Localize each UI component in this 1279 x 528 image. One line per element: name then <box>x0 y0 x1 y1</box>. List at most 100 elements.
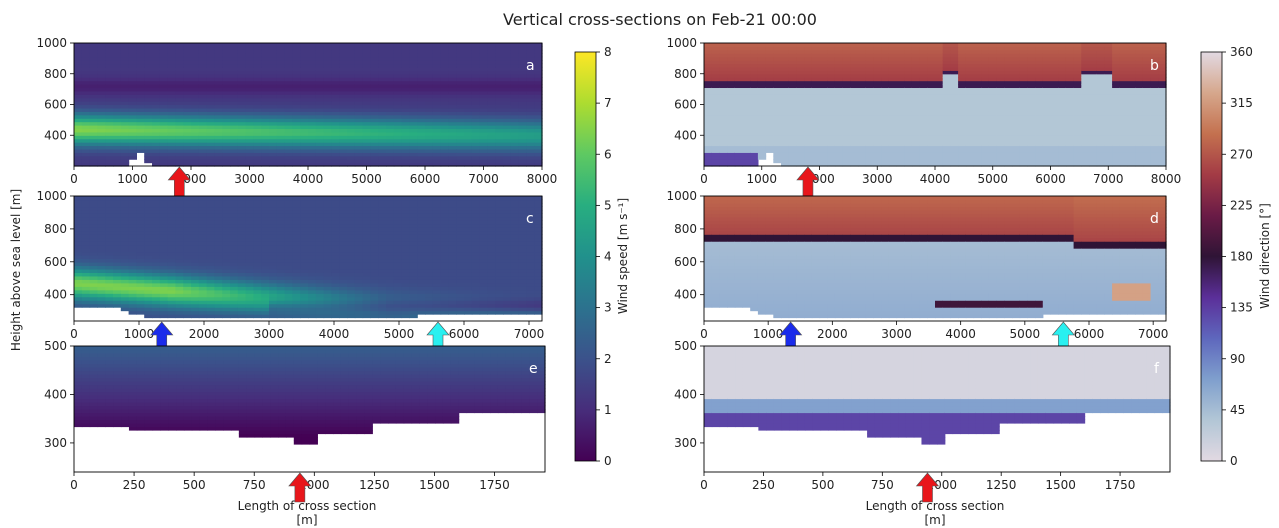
field-cell <box>378 128 387 133</box>
field-cell <box>996 145 1005 150</box>
field-cell <box>152 49 161 54</box>
field-cell <box>1073 152 1082 157</box>
field-cell <box>425 97 434 102</box>
field-cell <box>888 162 898 167</box>
field-cell <box>1150 73 1159 78</box>
field-cell <box>222 121 231 126</box>
field-cell <box>191 49 200 54</box>
field-cell <box>144 241 153 246</box>
field-cell <box>74 234 83 239</box>
field-cell <box>152 303 161 308</box>
field-cell <box>781 46 790 51</box>
field-cell <box>881 80 890 85</box>
field-cell <box>198 111 208 116</box>
field-cell <box>89 87 98 92</box>
field-cell <box>401 77 410 82</box>
field-cell <box>222 49 231 54</box>
field-cell <box>1081 104 1090 109</box>
field-cell <box>113 66 122 71</box>
field-cell <box>89 53 98 58</box>
field-cell <box>120 296 130 301</box>
field-cell <box>988 111 998 116</box>
field-cell <box>965 49 975 54</box>
field-cell <box>206 314 215 319</box>
field-cell <box>534 131 543 136</box>
field-cell <box>796 66 805 71</box>
field-cell <box>727 162 736 167</box>
field-cell <box>378 125 387 130</box>
field-cell <box>796 84 805 89</box>
field-cell <box>198 63 208 68</box>
field-cell <box>339 49 348 54</box>
field-cell <box>881 73 890 78</box>
field-cell <box>175 142 184 147</box>
field-cell <box>206 107 215 112</box>
field-cell <box>704 70 713 75</box>
field-cell <box>136 241 145 246</box>
field-cell <box>152 77 161 82</box>
field-cell <box>842 70 851 75</box>
field-cell <box>958 107 967 112</box>
field-cell <box>526 114 535 119</box>
field-cell <box>1150 77 1159 82</box>
field-cell <box>1012 125 1021 130</box>
field-cell <box>734 90 744 95</box>
field-cell <box>479 145 488 150</box>
field-cell <box>105 282 114 287</box>
field-cell <box>1050 128 1059 133</box>
field-cell <box>409 145 418 150</box>
field-cell <box>284 87 293 92</box>
field-cell <box>988 49 998 54</box>
field-cell <box>719 84 728 89</box>
field-cell <box>788 43 797 48</box>
field-cell <box>858 66 867 71</box>
field-cell <box>1119 128 1129 133</box>
field-cell <box>128 43 137 48</box>
field-cell <box>988 121 998 126</box>
field-cell <box>89 66 98 71</box>
field-cell <box>996 73 1005 78</box>
field-cell <box>339 84 348 89</box>
field-cell <box>479 97 488 102</box>
field-cell <box>113 152 122 157</box>
field-cell <box>417 46 426 51</box>
field-cell <box>175 234 184 239</box>
field-cell <box>781 107 790 112</box>
field-cell <box>74 199 83 204</box>
field-cell <box>152 209 161 214</box>
field-cell <box>206 282 215 287</box>
field-cell <box>401 155 410 160</box>
field-cell <box>105 145 114 150</box>
field-cell <box>727 159 736 164</box>
field-cell <box>510 111 520 116</box>
field-cell <box>1042 73 1052 78</box>
field-cell <box>788 142 797 147</box>
field-cell <box>432 128 442 133</box>
field-cell <box>1150 104 1159 109</box>
field-cell <box>935 73 944 78</box>
field-cell <box>331 90 340 95</box>
field-cell <box>1073 84 1082 89</box>
field-cell <box>105 114 114 119</box>
field-cell <box>323 142 332 147</box>
field-cell <box>456 43 465 48</box>
field-cell <box>518 111 527 116</box>
field-cell <box>292 128 301 133</box>
field-cell <box>284 142 293 147</box>
field-cell <box>159 307 169 312</box>
field-cell <box>487 125 496 130</box>
field-cell <box>1158 142 1167 147</box>
field-cell <box>950 104 959 109</box>
field-cell <box>89 125 98 130</box>
x-axis-label-right: Length of cross section <box>866 499 1005 513</box>
field-cell <box>323 155 332 160</box>
field-cell <box>152 159 161 164</box>
field-cell <box>958 114 967 119</box>
field-cell <box>1058 70 1067 75</box>
field-cell <box>198 258 208 263</box>
field-cell <box>97 230 106 235</box>
field-cell <box>479 70 488 75</box>
field-cell <box>1081 84 1090 89</box>
field-cell <box>1004 107 1013 112</box>
field-cell <box>1127 104 1136 109</box>
